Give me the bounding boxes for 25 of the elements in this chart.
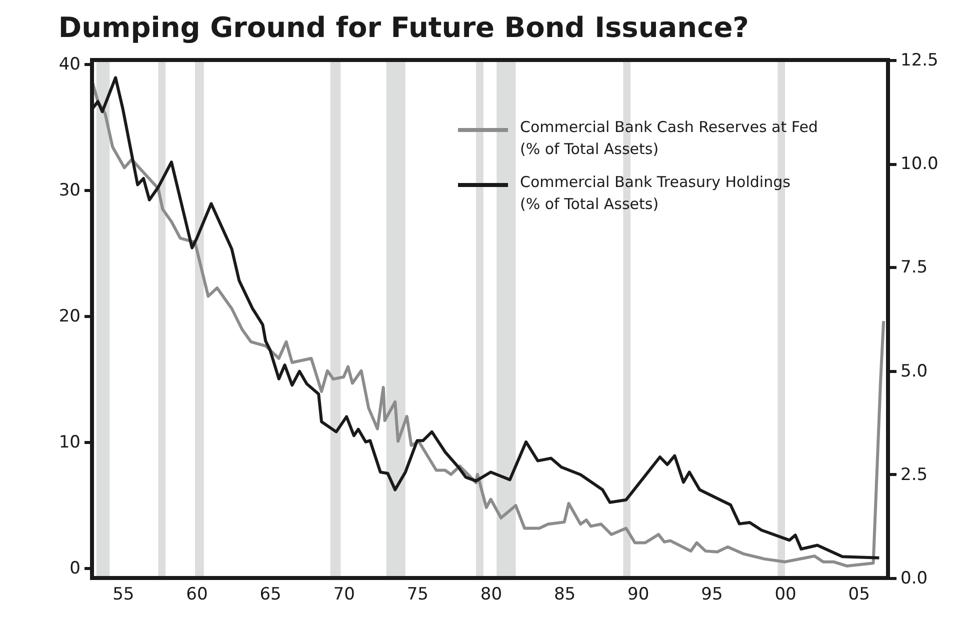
x-tick-label: 95: [701, 584, 723, 604]
x-tick-label: 75: [406, 584, 428, 604]
y2-tick-label: 2.5: [900, 464, 928, 485]
x-tick-label: 05: [848, 584, 870, 604]
x-tick-label: 55: [112, 584, 134, 604]
x-tick-label: 85: [554, 584, 576, 604]
legend-label: Commercial Bank Treasury Holdings (% of Total Assets): [520, 173, 791, 213]
y-tick-label: 20: [58, 306, 80, 326]
x-tick-label: 60: [186, 584, 208, 604]
x-tick-label: 90: [628, 584, 650, 604]
y-tick-label: 10: [58, 432, 80, 452]
y-tick-label: 40: [58, 54, 80, 74]
y-tick-label: 30: [58, 180, 80, 200]
x-tick-label: 65: [260, 584, 282, 604]
y2-tick-label: 12.5: [900, 50, 938, 70]
y-tick-label: 0: [70, 558, 80, 578]
chart-title: Dumping Ground for Future Bond Issuance?: [58, 11, 749, 44]
y2-tick-label: 7.5: [900, 258, 928, 278]
x-tick-label: 00: [774, 584, 796, 604]
x-tick-label: 80: [480, 584, 502, 604]
x-tick-label: 70: [333, 584, 355, 604]
y2-tick-label: 10.0: [900, 154, 938, 174]
legend-label: Commercial Bank Cash Reserves at Fed (% of Total Assets): [520, 118, 818, 158]
y2-tick-label: 5.0: [900, 361, 928, 382]
y2-tick-label: 0.0: [900, 568, 928, 588]
